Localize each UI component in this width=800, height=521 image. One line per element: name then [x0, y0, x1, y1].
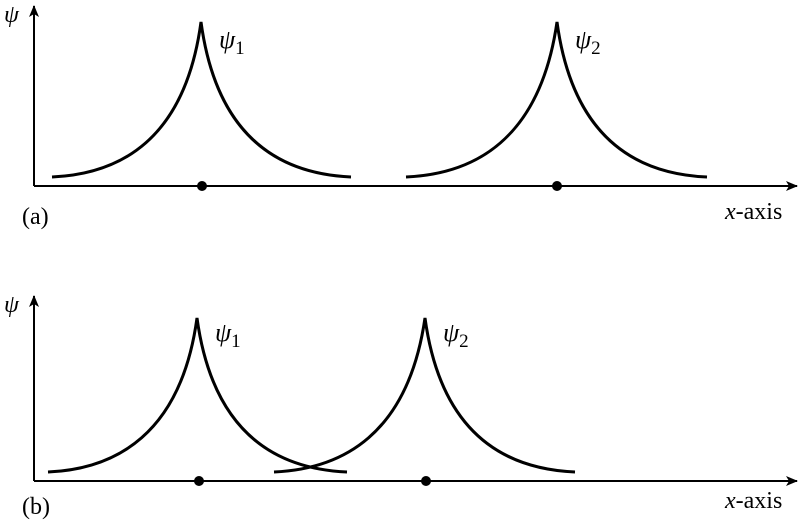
panel-a-y-axis-label: ψ	[4, 2, 20, 28]
panel-b-y-axis-label: ψ	[4, 292, 20, 318]
panel-a-psi1-label: ψ1	[219, 25, 245, 59]
panel-a-psi2-curve	[405, 21, 708, 179]
panel-a-psi1-curve	[51, 21, 352, 179]
panel-a-x-axis-label: x-axis	[724, 199, 782, 225]
panel-a-psi2-label: ψ2	[575, 25, 601, 59]
panel-b-psi2-curve	[273, 317, 576, 474]
panel-a: ψ ψ1 ψ2 (a) x-axis	[4, 2, 798, 230]
panel-b-psi1-label: ψ1	[215, 318, 241, 352]
panel-b-x-axis-label: x-axis	[724, 488, 782, 514]
panel-b-psi2-label: ψ2	[443, 318, 469, 352]
panel-a-label: (a)	[22, 204, 49, 230]
panel-b: ψ ψ1 ψ2 (b) x-axis	[4, 292, 798, 520]
panel-b-psi1-curve	[47, 317, 348, 474]
panel-a-nucleus-2	[552, 181, 562, 191]
panel-b-nucleus-1	[194, 476, 204, 486]
panel-a-nucleus-1	[197, 181, 207, 191]
panel-b-label: (b)	[22, 494, 50, 520]
panel-b-nucleus-2	[421, 476, 431, 486]
